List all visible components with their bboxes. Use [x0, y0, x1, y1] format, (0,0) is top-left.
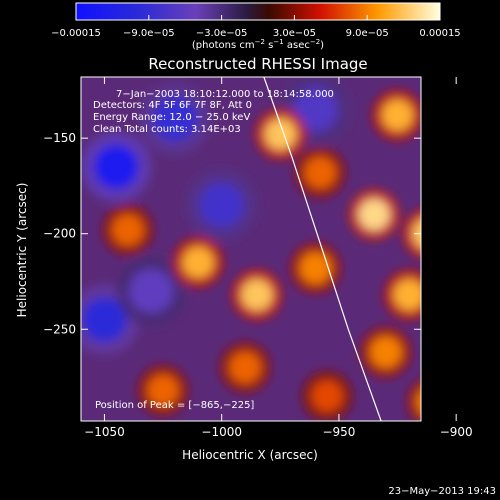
hotspot — [264, 118, 297, 151]
annotation-peak: Position of Peak = [−865,−225] — [95, 400, 254, 411]
hotspot — [416, 391, 421, 413]
coldspot — [94, 144, 139, 189]
hotspot — [311, 380, 344, 413]
coldspot — [82, 297, 127, 342]
coldspot — [199, 183, 244, 228]
colorbar-unit: (photons cm−2 s−1 asec−2) — [192, 38, 324, 51]
hotspot-halo — [482, 135, 500, 186]
hotspot-halo — [477, 212, 500, 263]
hotspot — [487, 222, 500, 254]
heatmap-plot: −1050 −1000 −950 −900 −150 −200 −250 7−Jan−200… — [43, 76, 500, 439]
x-axis-label: Heliocentric X (arcsec) — [182, 448, 318, 462]
hotspot — [381, 99, 414, 132]
coldspot — [152, 97, 197, 142]
hotspot — [299, 252, 332, 285]
hotspot — [452, 355, 484, 387]
annotation-block: 7−Jan−2003 18:10:12.000 to 18:14:58.000 … — [93, 89, 334, 411]
colorbar-tick-label: −0.00015 — [51, 28, 101, 39]
colorbar-gradient — [75, 2, 441, 21]
hotspot — [464, 271, 496, 303]
solar-limb-curve — [263, 77, 382, 421]
hotspot-halo — [407, 379, 421, 421]
y-tick-label: −150 — [43, 131, 76, 145]
colorbar-ticks: −0.00015 −9.0e−05 −3.0e−05 3.0e−05 9.0e−05 0.… — [51, 15, 461, 39]
hotspot-halo — [442, 346, 493, 397]
footer-timestamp: 23−May−2013 19:43 — [388, 486, 496, 497]
colorbar: −0.00015 −9.0e−05 −3.0e−05 3.0e−05 9.0e−05 0.… — [51, 2, 461, 51]
hotspot — [304, 156, 337, 189]
hotspot — [369, 336, 402, 369]
hotspot-halo — [431, 113, 482, 164]
hotspot-halo — [402, 209, 421, 259]
x-tick-label: −1050 — [84, 425, 125, 439]
coldspot — [129, 269, 174, 314]
hotspot — [111, 213, 144, 246]
colorbar-tick-label: −9.0e−05 — [123, 28, 175, 39]
y-axis-label: Heliocentric Y (arcsec) — [15, 183, 29, 318]
hotspot-halo — [454, 262, 500, 313]
hotspot — [393, 278, 421, 311]
hotspot — [182, 246, 215, 279]
hotspot — [492, 145, 500, 177]
heatmap-field — [81, 77, 500, 421]
x-tick-label: −950 — [322, 425, 355, 439]
colorbar-tick-label: 0.00015 — [419, 28, 460, 39]
hotspot — [229, 351, 262, 384]
hotspot — [440, 122, 472, 154]
hotspot — [240, 278, 273, 311]
axis-ticks: −1050 −1000 −950 −900 −150 −200 −250 — [43, 77, 473, 439]
colorbar-tick-label: 9.0e−05 — [346, 28, 389, 39]
y-tick-label: −250 — [43, 322, 76, 336]
colorbar-tick-label: −3.0e−05 — [196, 28, 248, 39]
colorbar-tick-label: 3.0e−05 — [273, 28, 316, 39]
hotspot — [358, 198, 391, 231]
annotation-energy: Energy Range: 12.0 − 25.0 keV — [93, 112, 250, 123]
plot-frame — [80, 76, 422, 422]
annotation-time: 7−Jan−2003 18:10:12.000 to 18:14:58.000 — [116, 89, 334, 100]
annotation-detectors: Detectors: 4F 5F 6F 7F 8F, Att 0 — [93, 100, 252, 111]
x-tick-label: −900 — [440, 425, 473, 439]
coldspot — [293, 87, 338, 132]
chart-title: Reconstructed RHESSI Image — [148, 55, 367, 73]
annotation-counts: Clean Total counts: 3.14E+03 — [93, 124, 241, 135]
y-tick-label: −200 — [43, 227, 76, 241]
hotspot — [147, 374, 180, 407]
x-tick-label: −1000 — [201, 425, 242, 439]
